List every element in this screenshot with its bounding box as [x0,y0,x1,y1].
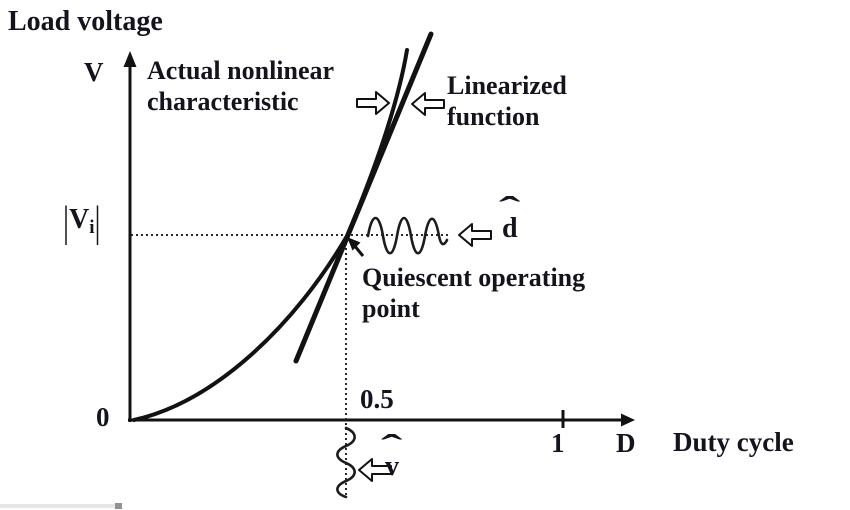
hat-accent: ˆ [381,429,403,466]
horizontal-scrollbar-track[interactable] [0,504,121,508]
origin-label: 0 [96,402,110,432]
d-hat-letter: d [502,213,518,244]
quiescent-annotation: Quiescent operating point [362,262,585,324]
linearized-tangent-line [293,31,434,364]
linearized-annotation-line2: function [447,102,540,131]
v-hat-symbol: ˆ v [381,431,403,482]
v-hat-letter: v [385,451,399,482]
y-axis-arrowhead-icon [123,51,137,67]
vi-close-bar: | [94,197,101,246]
arrow-left-outline-icon [411,92,445,116]
horizontal-scrollbar-thumb[interactable] [115,503,122,509]
figure-title: Load voltage [8,6,163,37]
vi-subscript: i [89,217,95,238]
hat-accent: ˆ [499,191,521,228]
nonlinear-annotation: Actual nonlinear characteristic [147,55,334,117]
d-hat-ripple-wave [366,216,449,255]
arrow-left-outline-icon [458,223,492,247]
vi-open-bar: | [63,197,70,246]
quiescent-annotation-line1: Quiescent operating [362,263,586,292]
v-hat-ripple-wave [336,426,356,499]
y-axis-label: V [84,57,104,87]
x-axis-label: D [616,428,636,458]
arrow-right-outline-icon [356,91,390,115]
arrow-left-outline-icon [358,458,392,482]
x-axis-arrowhead-icon [621,413,635,427]
d-hat-symbol: ˆ d [499,191,521,244]
linearized-annotation: Linearized function [447,70,567,132]
x-axis-caption: Duty cycle [673,427,794,457]
half-tick-label: 0.5 [360,384,394,414]
quiescent-pointer-arrow-icon [347,237,361,251]
one-tick-label: 1 [551,428,565,458]
nonlinear-annotation-line2: characteristic [147,87,299,116]
nonlinear-annotation-line1: Actual nonlinear [147,56,335,85]
quiescent-annotation-line2: point [362,294,420,323]
linearized-annotation-line1: Linearized [447,71,567,100]
vi-letter: V [69,204,90,235]
